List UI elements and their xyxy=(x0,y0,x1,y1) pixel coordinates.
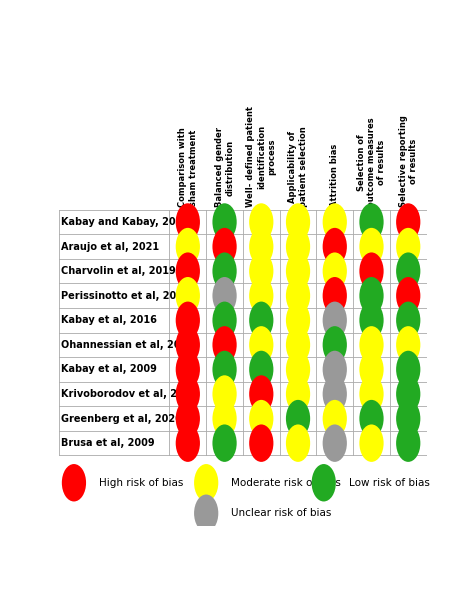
Ellipse shape xyxy=(286,203,310,241)
Ellipse shape xyxy=(212,301,237,339)
Text: Ohannessian et al, 2013: Ohannessian et al, 2013 xyxy=(61,340,194,350)
Ellipse shape xyxy=(396,203,420,241)
Ellipse shape xyxy=(212,277,237,314)
Ellipse shape xyxy=(286,375,310,413)
Ellipse shape xyxy=(249,350,273,388)
Ellipse shape xyxy=(359,326,383,363)
Text: Kabay et al, 2016: Kabay et al, 2016 xyxy=(61,315,157,325)
Ellipse shape xyxy=(323,350,347,388)
Ellipse shape xyxy=(396,252,420,290)
Ellipse shape xyxy=(286,277,310,314)
Text: Charvolin et al, 2019: Charvolin et al, 2019 xyxy=(61,266,176,276)
Ellipse shape xyxy=(212,252,237,290)
Ellipse shape xyxy=(359,252,383,290)
Ellipse shape xyxy=(323,375,347,413)
Ellipse shape xyxy=(176,375,200,413)
Text: High risk of bias: High risk of bias xyxy=(99,478,183,488)
Ellipse shape xyxy=(176,252,200,290)
Ellipse shape xyxy=(176,400,200,437)
Text: Kabay and Kabay, 2021: Kabay and Kabay, 2021 xyxy=(61,217,189,227)
Text: Kabay et al, 2009: Kabay et al, 2009 xyxy=(61,365,157,375)
Ellipse shape xyxy=(176,301,200,339)
Ellipse shape xyxy=(396,228,420,265)
Text: Attrition bias: Attrition bias xyxy=(330,144,339,207)
Ellipse shape xyxy=(212,400,237,437)
Ellipse shape xyxy=(212,203,237,241)
Text: Greenberg et al, 2020: Greenberg et al, 2020 xyxy=(61,414,182,424)
Ellipse shape xyxy=(286,228,310,265)
Ellipse shape xyxy=(249,326,273,363)
Ellipse shape xyxy=(249,252,273,290)
Ellipse shape xyxy=(396,400,420,437)
Text: Well- defined patient
identification
process: Well- defined patient identification pro… xyxy=(246,106,276,207)
Ellipse shape xyxy=(359,350,383,388)
Ellipse shape xyxy=(249,301,273,339)
Text: Moderate risk of bias: Moderate risk of bias xyxy=(231,478,341,488)
Text: Applicability of
patient selection: Applicability of patient selection xyxy=(288,126,308,207)
Ellipse shape xyxy=(323,203,347,241)
Ellipse shape xyxy=(212,326,237,363)
Ellipse shape xyxy=(323,277,347,314)
Ellipse shape xyxy=(286,326,310,363)
Text: Low risk of bias: Low risk of bias xyxy=(349,478,429,488)
Ellipse shape xyxy=(249,400,273,437)
Text: Krivoborodov et al, 2006: Krivoborodov et al, 2006 xyxy=(61,389,197,399)
Ellipse shape xyxy=(323,301,347,339)
Text: Unclear risk of bias: Unclear risk of bias xyxy=(231,508,331,518)
Ellipse shape xyxy=(249,228,273,265)
Ellipse shape xyxy=(286,400,310,437)
Ellipse shape xyxy=(194,464,219,502)
Ellipse shape xyxy=(176,277,200,314)
Ellipse shape xyxy=(359,301,383,339)
Ellipse shape xyxy=(396,301,420,339)
Ellipse shape xyxy=(176,350,200,388)
Ellipse shape xyxy=(212,228,237,265)
Ellipse shape xyxy=(359,375,383,413)
Ellipse shape xyxy=(176,326,200,363)
Ellipse shape xyxy=(323,400,347,437)
Ellipse shape xyxy=(212,424,237,462)
Ellipse shape xyxy=(249,424,273,462)
Ellipse shape xyxy=(323,228,347,265)
Ellipse shape xyxy=(249,203,273,241)
Ellipse shape xyxy=(194,495,219,532)
Ellipse shape xyxy=(323,252,347,290)
Ellipse shape xyxy=(176,203,200,241)
Ellipse shape xyxy=(176,228,200,265)
Ellipse shape xyxy=(286,350,310,388)
Ellipse shape xyxy=(359,228,383,265)
Ellipse shape xyxy=(212,375,237,413)
Text: Selection of
outcome measures
of results: Selection of outcome measures of results xyxy=(356,118,386,207)
Ellipse shape xyxy=(212,350,237,388)
Ellipse shape xyxy=(396,424,420,462)
Ellipse shape xyxy=(286,424,310,462)
Text: Brusa et al, 2009: Brusa et al, 2009 xyxy=(61,438,155,448)
Ellipse shape xyxy=(359,277,383,314)
Text: Selective reporting
of results: Selective reporting of results xyxy=(399,116,418,207)
Ellipse shape xyxy=(359,400,383,437)
Ellipse shape xyxy=(396,350,420,388)
Ellipse shape xyxy=(396,375,420,413)
Ellipse shape xyxy=(359,203,383,241)
Text: Comparison with
sham treatment: Comparison with sham treatment xyxy=(178,128,198,207)
Text: Balanced gender
distribution: Balanced gender distribution xyxy=(215,128,234,207)
Ellipse shape xyxy=(323,424,347,462)
Ellipse shape xyxy=(249,277,273,314)
Ellipse shape xyxy=(176,424,200,462)
Ellipse shape xyxy=(286,301,310,339)
Ellipse shape xyxy=(62,464,86,502)
Text: Perissinotto et al, 2015: Perissinotto et al, 2015 xyxy=(61,291,190,301)
Ellipse shape xyxy=(359,424,383,462)
Ellipse shape xyxy=(396,326,420,363)
Ellipse shape xyxy=(323,326,347,363)
Ellipse shape xyxy=(249,375,273,413)
Ellipse shape xyxy=(286,252,310,290)
Ellipse shape xyxy=(311,464,336,502)
Text: Araujo et al, 2021: Araujo et al, 2021 xyxy=(61,242,159,252)
Ellipse shape xyxy=(396,277,420,314)
